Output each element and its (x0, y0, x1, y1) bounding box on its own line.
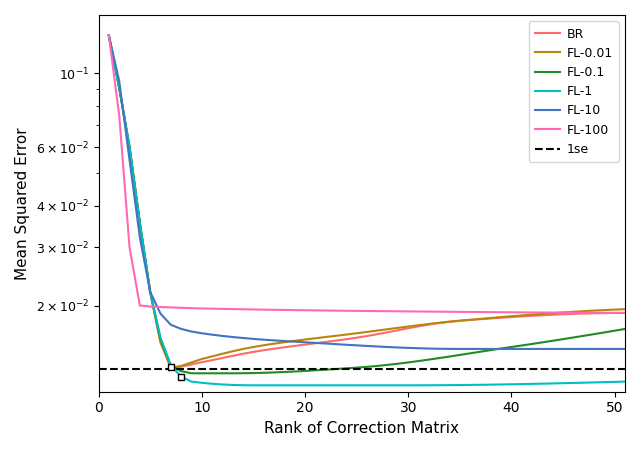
BR (456, 318, 463, 323)
FL-0.1 (105, 33, 113, 38)
Line: FL-100: FL-100 (109, 36, 625, 313)
Line: BR: BR (109, 36, 625, 368)
BR (270, 346, 278, 351)
FL-1 (280, 382, 288, 388)
BR (611, 310, 618, 316)
FL-100 (260, 307, 268, 313)
FL-0.01 (487, 315, 495, 321)
FL-1 (219, 382, 227, 387)
FL-1 (611, 379, 618, 385)
BR (280, 345, 288, 350)
FL-0.1 (280, 369, 288, 375)
FL-10 (219, 333, 227, 339)
FL-100 (477, 309, 484, 315)
BR (621, 310, 629, 316)
BR (167, 365, 175, 370)
BR (105, 33, 113, 38)
FL-1 (250, 382, 257, 388)
Line: FL-0.01: FL-0.01 (109, 36, 625, 368)
FL-100 (611, 310, 618, 316)
FL-100 (270, 307, 278, 313)
FL-10 (611, 346, 618, 352)
FL-0.01 (105, 33, 113, 38)
FL-1 (105, 33, 113, 38)
FL-0.1 (611, 328, 618, 333)
Line: FL-10: FL-10 (109, 36, 625, 349)
Legend: BR, FL-0.01, FL-0.1, FL-1, FL-10, FL-100, 1se: BR, FL-0.01, FL-0.1, FL-1, FL-10, FL-100… (529, 21, 619, 162)
FL-10 (270, 338, 278, 343)
Line: FL-0.1: FL-0.1 (109, 36, 625, 373)
FL-10 (260, 337, 268, 342)
X-axis label: Rank of Correction Matrix: Rank of Correction Matrix (264, 421, 460, 436)
FL-0.1 (456, 352, 463, 358)
FL-0.01 (621, 307, 629, 312)
FL-0.1 (487, 347, 495, 353)
FL-0.1 (621, 326, 629, 331)
BR (487, 316, 495, 321)
FL-0.01 (611, 307, 618, 312)
FL-1 (270, 382, 278, 388)
FL-0.01 (280, 340, 288, 345)
FL-0.1 (229, 371, 237, 376)
FL-0.01 (229, 349, 237, 354)
FL-10 (621, 346, 629, 352)
FL-0.1 (188, 371, 195, 376)
FL-1 (456, 382, 463, 388)
1se (95, 367, 102, 372)
FL-0.01 (270, 341, 278, 346)
FL-1 (621, 379, 629, 384)
FL-100 (219, 306, 227, 312)
1se (105, 367, 113, 372)
Y-axis label: Mean Squared Error: Mean Squared Error (15, 127, 30, 280)
FL-0.01 (456, 318, 463, 323)
Line: FL-1: FL-1 (109, 36, 625, 385)
FL-100 (621, 310, 629, 316)
FL-100 (445, 309, 453, 314)
FL-10 (456, 346, 463, 352)
FL-1 (487, 382, 495, 387)
FL-0.1 (270, 370, 278, 375)
FL-10 (105, 33, 113, 38)
FL-10 (487, 346, 495, 352)
FL-0.01 (167, 365, 175, 370)
FL-100 (105, 33, 113, 38)
BR (229, 353, 237, 359)
FL-10 (445, 346, 453, 352)
